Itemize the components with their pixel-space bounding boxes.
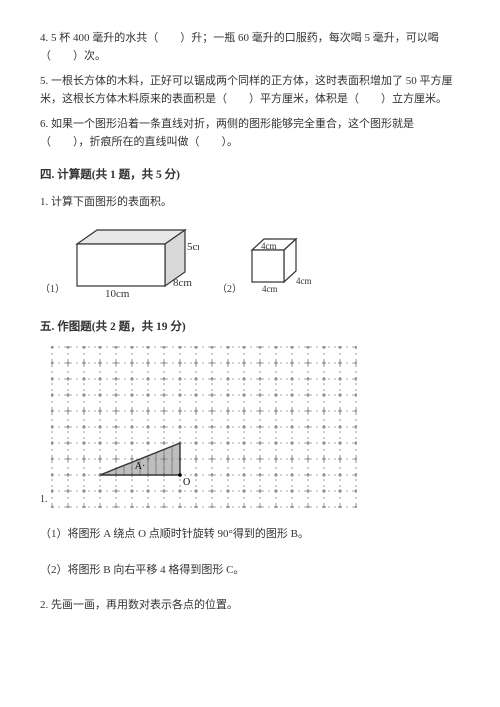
cuboid-length-label: 10cm bbox=[105, 288, 130, 298]
cube-side-label-1: 4cm bbox=[261, 241, 277, 251]
svg-text:O: O bbox=[183, 477, 190, 488]
cube-front bbox=[252, 250, 284, 282]
section-5-sub2: （2）将图形 B 向右平移 4 格得到图形 C。 bbox=[40, 562, 460, 580]
question-4: 4. 5 杯 400 毫升的水共（ ）升；一瓶 60 毫升的口服药，每次喝 5 … bbox=[40, 30, 460, 65]
cube-side-label-3: 4cm bbox=[262, 284, 278, 294]
cuboid-width-label: 8cm bbox=[173, 277, 192, 289]
section-4-title: 四. 计算题(共 1 题，共 5 分) bbox=[40, 166, 460, 184]
cube-side-label-2: 4cm bbox=[296, 276, 312, 286]
question-6: 6. 如果一个图形沿着一条直线对折，两侧的图形能够完全重合，这个图形就是（ ），… bbox=[40, 116, 460, 151]
figure-2-wrap: （2） 4cm 4cm 4cm bbox=[217, 234, 316, 298]
cuboid-height-label: 5cm bbox=[187, 241, 199, 253]
figure-1-wrap: （1） 5cm 8cm 10cm bbox=[40, 226, 199, 298]
cuboid-front bbox=[77, 244, 165, 286]
svg-text:A·: A· bbox=[134, 461, 145, 472]
grid-container: 1. A· O bbox=[40, 346, 460, 508]
figure-1-label: （1） bbox=[40, 282, 65, 298]
section-5-q2: 2. 先画一画，再用数对表示各点的位置。 bbox=[40, 597, 460, 615]
figure-2-label: （2） bbox=[217, 282, 242, 298]
cube-icon: 4cm 4cm 4cm bbox=[246, 234, 316, 298]
cuboid-icon: 5cm 8cm 10cm bbox=[69, 226, 199, 298]
section-4-q1: 1. 计算下面图形的表面积。 bbox=[40, 194, 460, 212]
figure-row: （1） 5cm 8cm 10cm （2） 4cm 4cm 4cm bbox=[40, 226, 460, 298]
section-5-q1-label: 1. bbox=[40, 492, 48, 508]
section-5-sub1: （1）将图形 A 绕点 O 点顺时针旋转 90°得到的图形 B。 bbox=[40, 526, 460, 544]
grid-figure: A· O bbox=[51, 346, 357, 508]
question-5: 5. 一根长方体的木料，正好可以锯成两个同样的正方体，这时表面积增加了 50 平… bbox=[40, 73, 460, 108]
section-5-title: 五. 作图题(共 2 题，共 19 分) bbox=[40, 318, 460, 336]
